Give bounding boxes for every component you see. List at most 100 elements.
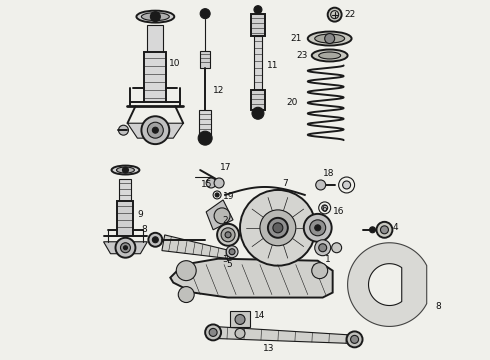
Circle shape xyxy=(209,328,217,336)
Text: 8: 8 xyxy=(435,302,441,311)
Text: 13: 13 xyxy=(263,344,274,353)
FancyBboxPatch shape xyxy=(254,36,262,90)
Circle shape xyxy=(214,208,230,224)
Circle shape xyxy=(380,226,389,234)
Circle shape xyxy=(225,232,231,238)
Circle shape xyxy=(205,324,221,340)
Text: 20: 20 xyxy=(287,98,298,107)
Text: 14: 14 xyxy=(254,311,266,320)
Circle shape xyxy=(332,243,342,253)
Polygon shape xyxy=(213,327,355,343)
Circle shape xyxy=(322,205,328,211)
Circle shape xyxy=(343,181,350,189)
Ellipse shape xyxy=(318,52,341,59)
Text: 16: 16 xyxy=(333,207,344,216)
Polygon shape xyxy=(171,259,333,298)
Circle shape xyxy=(325,33,335,44)
FancyBboxPatch shape xyxy=(199,110,211,135)
Circle shape xyxy=(148,233,162,247)
Polygon shape xyxy=(206,200,233,230)
Circle shape xyxy=(304,214,332,242)
Circle shape xyxy=(122,167,128,173)
Circle shape xyxy=(328,8,342,22)
Circle shape xyxy=(226,246,238,258)
Polygon shape xyxy=(162,235,231,258)
Ellipse shape xyxy=(312,50,347,62)
Circle shape xyxy=(217,224,239,246)
FancyBboxPatch shape xyxy=(251,14,265,36)
Circle shape xyxy=(121,243,130,253)
FancyBboxPatch shape xyxy=(118,201,133,236)
Ellipse shape xyxy=(112,166,140,175)
Text: 8: 8 xyxy=(142,225,147,234)
FancyBboxPatch shape xyxy=(120,179,131,201)
Ellipse shape xyxy=(315,34,344,43)
Circle shape xyxy=(152,237,158,243)
FancyBboxPatch shape xyxy=(200,50,210,68)
Circle shape xyxy=(268,218,288,238)
Text: 18: 18 xyxy=(323,168,334,177)
Circle shape xyxy=(221,228,235,242)
Circle shape xyxy=(152,127,158,133)
Text: 21: 21 xyxy=(291,34,302,43)
Circle shape xyxy=(235,315,245,324)
Circle shape xyxy=(116,238,135,258)
Circle shape xyxy=(369,227,375,233)
FancyBboxPatch shape xyxy=(251,90,265,110)
Text: 1: 1 xyxy=(325,255,330,264)
Text: 17: 17 xyxy=(220,163,232,172)
Circle shape xyxy=(252,107,264,119)
Circle shape xyxy=(150,12,160,22)
Ellipse shape xyxy=(142,13,169,21)
Circle shape xyxy=(229,249,235,255)
Circle shape xyxy=(315,240,331,256)
Text: 12: 12 xyxy=(213,86,224,95)
FancyBboxPatch shape xyxy=(230,311,250,328)
Ellipse shape xyxy=(308,32,352,45)
Circle shape xyxy=(346,332,363,347)
Text: 4: 4 xyxy=(392,223,398,232)
Text: 10: 10 xyxy=(169,59,181,68)
Circle shape xyxy=(315,225,321,231)
Circle shape xyxy=(350,336,359,343)
Circle shape xyxy=(254,6,262,14)
Circle shape xyxy=(260,210,296,246)
Circle shape xyxy=(376,222,392,238)
Ellipse shape xyxy=(136,11,174,23)
Circle shape xyxy=(119,125,128,135)
Circle shape xyxy=(273,223,283,233)
Text: 11: 11 xyxy=(267,61,278,70)
Ellipse shape xyxy=(117,167,134,173)
Text: 22: 22 xyxy=(344,10,356,19)
Circle shape xyxy=(123,246,127,250)
Text: 6: 6 xyxy=(322,206,327,215)
Circle shape xyxy=(310,220,326,236)
Text: 19: 19 xyxy=(223,193,235,202)
Text: 15: 15 xyxy=(200,180,212,189)
Circle shape xyxy=(235,328,245,338)
Circle shape xyxy=(206,178,216,188)
Circle shape xyxy=(178,287,194,302)
Circle shape xyxy=(240,190,316,266)
Circle shape xyxy=(312,263,328,279)
Text: 5: 5 xyxy=(226,260,232,269)
Circle shape xyxy=(215,193,219,197)
Circle shape xyxy=(176,261,196,280)
Circle shape xyxy=(198,131,212,145)
Polygon shape xyxy=(127,123,183,138)
Text: 7: 7 xyxy=(282,180,288,189)
Text: 3: 3 xyxy=(222,255,228,264)
Circle shape xyxy=(214,178,224,188)
Circle shape xyxy=(200,9,210,19)
Circle shape xyxy=(316,180,326,190)
Polygon shape xyxy=(103,242,147,254)
Text: 23: 23 xyxy=(296,51,308,60)
Circle shape xyxy=(318,244,327,252)
Circle shape xyxy=(142,116,169,144)
Text: 2: 2 xyxy=(222,216,228,225)
Circle shape xyxy=(147,122,163,138)
FancyBboxPatch shape xyxy=(147,24,163,53)
Text: 9: 9 xyxy=(137,210,143,219)
FancyBboxPatch shape xyxy=(145,53,166,102)
Polygon shape xyxy=(368,264,402,306)
